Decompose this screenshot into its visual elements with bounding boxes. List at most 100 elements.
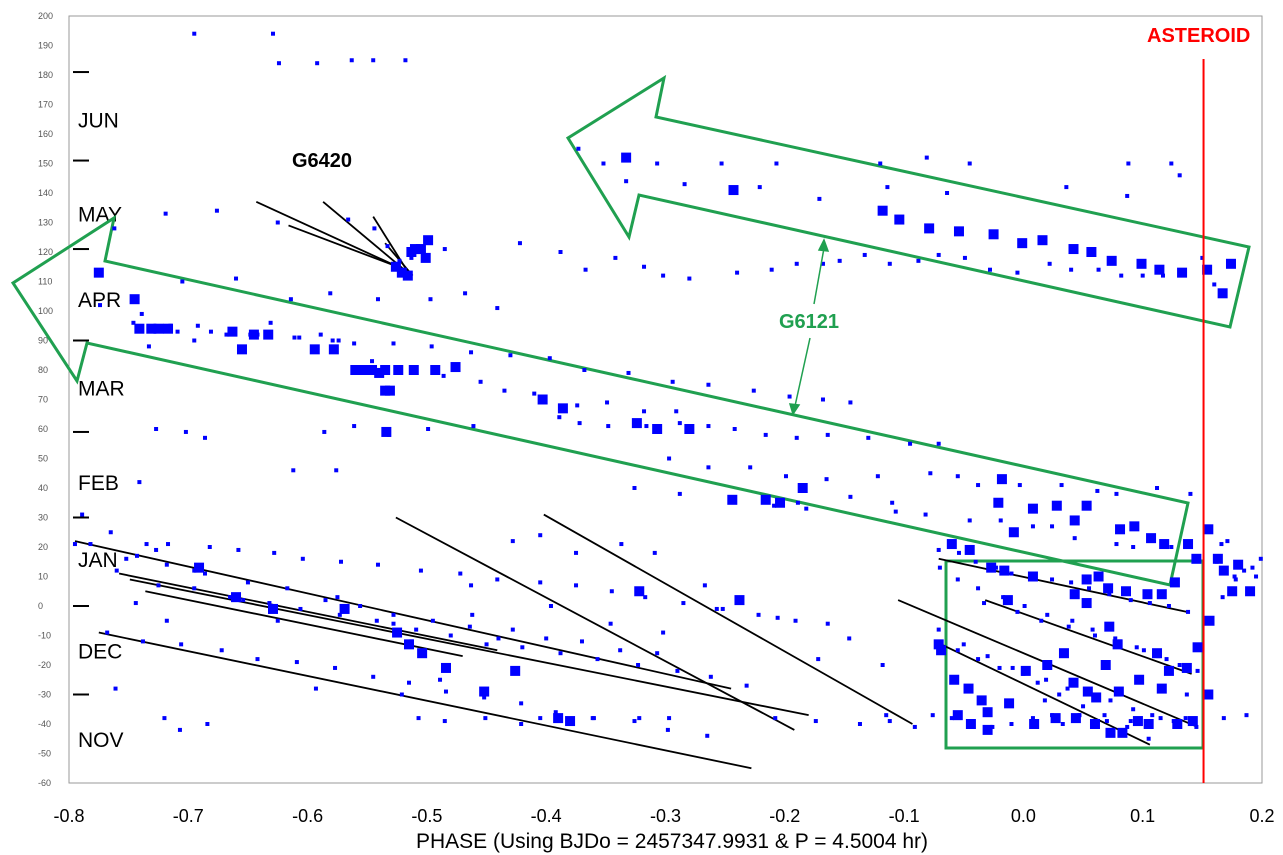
data-point	[414, 627, 419, 632]
data-point	[619, 542, 624, 547]
data-point	[719, 161, 724, 166]
data-point-large	[367, 365, 378, 375]
y-tick-label: 110	[38, 277, 52, 287]
data-point	[595, 657, 600, 662]
x-tick-label: 0.0	[1011, 806, 1036, 826]
data-point	[1030, 524, 1035, 529]
data-point	[407, 680, 412, 685]
data-point	[448, 633, 453, 638]
y-tick-label: 200	[38, 11, 53, 21]
data-point-large	[797, 483, 808, 493]
data-point	[1183, 716, 1188, 721]
data-point	[403, 58, 408, 63]
data-point	[661, 273, 666, 278]
data-point	[1104, 719, 1109, 724]
data-point	[1047, 261, 1052, 266]
data-point-large	[381, 426, 392, 437]
data-point-large	[924, 223, 935, 234]
data-point	[484, 642, 489, 647]
data-point	[469, 583, 474, 588]
data-point-large	[999, 565, 1010, 576]
data-point-large	[1177, 267, 1188, 278]
data-point	[553, 710, 558, 715]
asteroid-label: ASTEROID	[1147, 25, 1250, 47]
data-point	[575, 403, 580, 408]
data-point	[763, 432, 768, 437]
g6121-pointer-down-head	[788, 403, 801, 416]
x-tick-labels: -0.8 -0.7 -0.6 -0.5 -0.4 -0.3 -0.2 -0.1 0.0 0.1 0.…	[53, 806, 1274, 826]
data-point	[112, 226, 117, 231]
data-point	[632, 486, 637, 490]
data-point	[1114, 491, 1119, 496]
data-point	[133, 601, 138, 606]
data-point	[1072, 536, 1077, 541]
data-point	[519, 722, 524, 726]
fit-line	[322, 201, 409, 274]
data-point	[470, 612, 475, 617]
data-point	[985, 654, 990, 659]
data-point	[1169, 161, 1174, 166]
data-point	[558, 651, 563, 656]
data-point	[1065, 686, 1070, 691]
data-point	[816, 657, 821, 662]
data-point-large	[553, 713, 564, 724]
data-point	[1108, 698, 1113, 703]
data-point	[884, 713, 889, 718]
data-point-large	[652, 424, 663, 434]
data-point	[1140, 273, 1145, 278]
data-point-large	[93, 267, 104, 278]
data-point-large	[1105, 727, 1116, 738]
data-point	[644, 424, 649, 429]
data-point-large	[965, 719, 976, 729]
data-point	[1221, 716, 1226, 721]
data-point	[825, 432, 830, 437]
data-point	[1119, 273, 1124, 278]
data-point	[579, 639, 584, 644]
data-point-large	[565, 716, 576, 727]
data-point	[558, 250, 563, 254]
data-point-large	[440, 662, 451, 673]
month-labels: JUN MAY APR MAR FEB JAN DEC NOV	[78, 109, 125, 752]
data-point-large	[1027, 571, 1038, 582]
data-point	[1177, 663, 1182, 667]
data-point	[482, 695, 487, 700]
data-point	[997, 665, 1002, 670]
data-point	[655, 161, 660, 166]
data-point	[391, 341, 396, 346]
data-point	[624, 179, 629, 184]
data-point-large	[1068, 677, 1079, 688]
data-point	[496, 636, 501, 641]
data-point	[1035, 680, 1040, 685]
data-point	[275, 220, 280, 225]
data-point-large	[339, 603, 350, 614]
data-point-large	[1058, 648, 1069, 659]
data-point	[508, 353, 513, 358]
data-point	[751, 388, 756, 393]
data-point	[72, 542, 77, 547]
data-point-large	[1156, 683, 1167, 694]
data-point	[655, 651, 660, 656]
data-point-large	[949, 674, 960, 685]
data-point-large	[1027, 503, 1038, 514]
x-tick-label: -0.7	[173, 806, 204, 826]
data-point	[878, 161, 883, 166]
data-point	[268, 320, 273, 325]
data-point-large	[1156, 589, 1167, 600]
data-point-large	[621, 152, 632, 163]
data-point-large	[728, 185, 739, 196]
y-tick-label: 180	[38, 70, 53, 80]
data-point	[1160, 273, 1165, 278]
y-tick-label: 40	[38, 483, 48, 493]
data-point	[510, 627, 515, 632]
x-tick-label: -0.5	[411, 806, 442, 826]
data-point	[1059, 483, 1064, 488]
data-point	[272, 550, 277, 555]
data-point-large	[350, 365, 361, 375]
data-point-large	[877, 205, 888, 216]
data-point	[519, 701, 524, 706]
data-point-large	[430, 365, 441, 375]
data-point	[418, 568, 423, 573]
data-point	[1166, 604, 1171, 608]
data-point-large	[734, 595, 745, 606]
data-point-large	[392, 627, 403, 638]
